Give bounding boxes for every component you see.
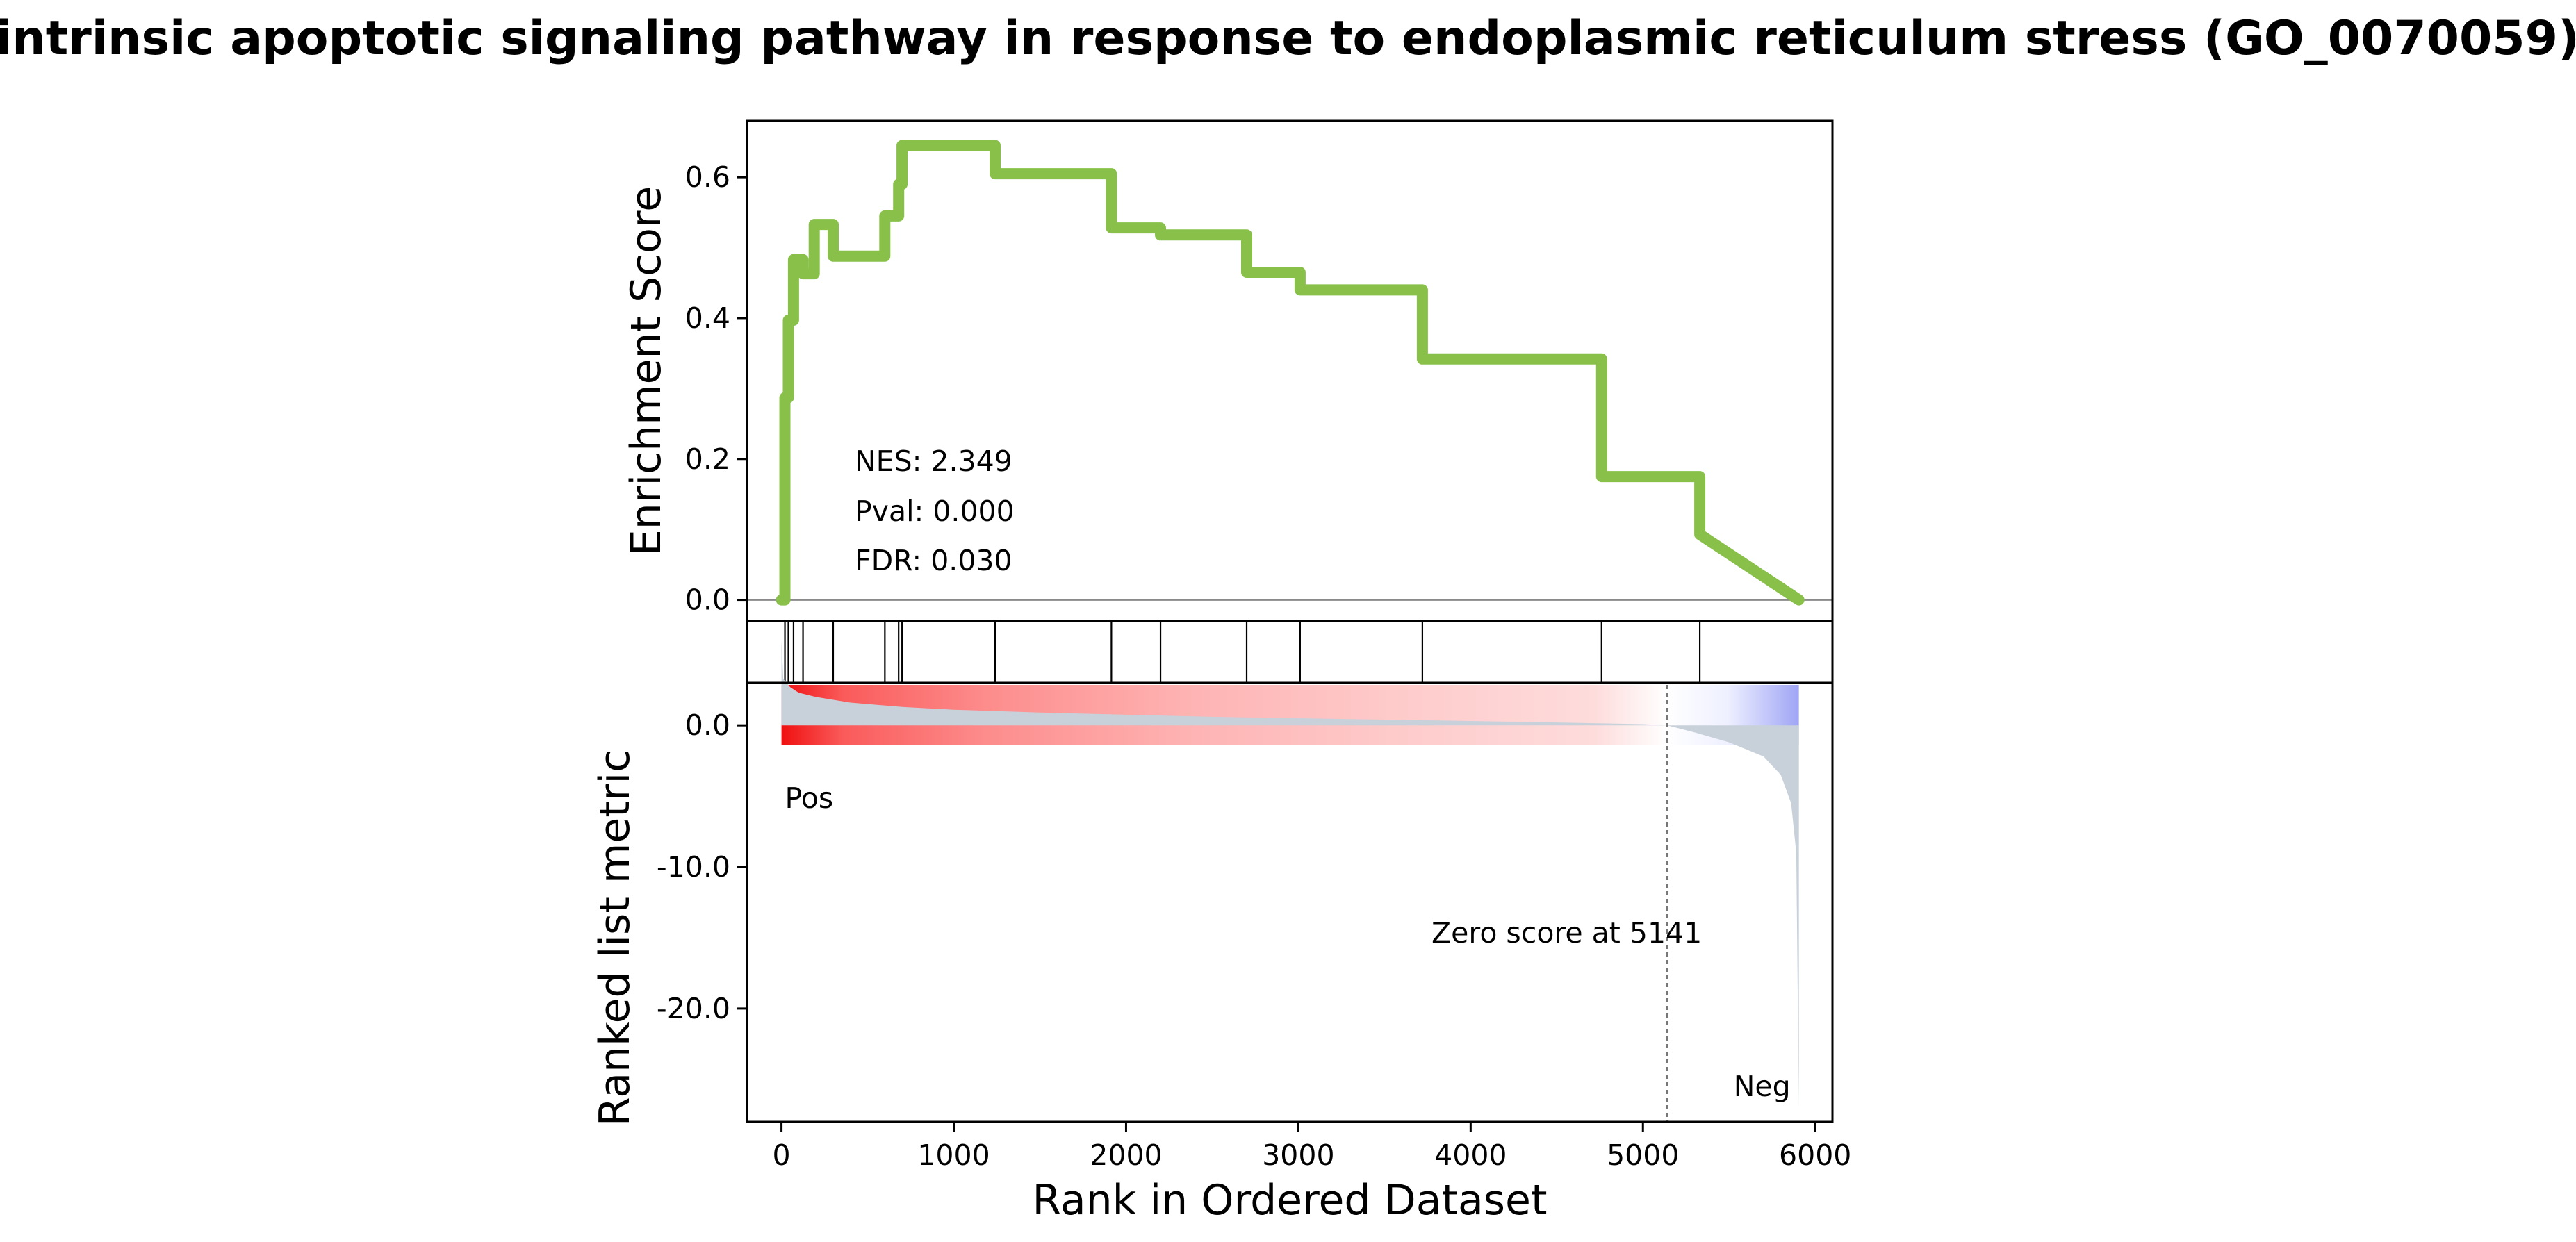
ranked-y-tick-label: 0.0 bbox=[685, 709, 730, 742]
x-tick-label: 4000 bbox=[1434, 1138, 1507, 1172]
enrichment-panel: 0.0 0.2 0.4 0.6 Enrichment Score NES: 2.349… bbox=[622, 119, 1834, 622]
ranked-panel-frame bbox=[746, 681, 1834, 1123]
x-tick-label: 2000 bbox=[1090, 1138, 1162, 1172]
nes-annotation: NES: 2.349 bbox=[855, 445, 1012, 478]
pos-label: Pos bbox=[785, 781, 834, 815]
x-tick-label: 5000 bbox=[1607, 1138, 1679, 1172]
ranked-metric-panel: 0.0 -10.0 -20.0 Ranked list metric Pos Neg… bbox=[591, 640, 1834, 1126]
x-axis-label: Rank in Ordered Dataset bbox=[1033, 1176, 1548, 1225]
hits-panel-frame bbox=[746, 620, 1834, 684]
enrichment-score-line bbox=[776, 140, 1805, 606]
hits-panel bbox=[746, 620, 1834, 684]
x-axis-ticks: 0 1000 2000 3000 4000 5000 6000 bbox=[773, 1122, 1851, 1172]
x-tick-label: 3000 bbox=[1262, 1138, 1334, 1172]
x-tick-label: 1000 bbox=[917, 1138, 990, 1172]
enrichment-y-tick-label: 0.2 bbox=[685, 442, 730, 476]
zero-score-label: Zero score at 5141 bbox=[1431, 916, 1702, 950]
x-tick-label: 0 bbox=[773, 1138, 791, 1172]
neg-label: Neg bbox=[1734, 1070, 1791, 1103]
enrichment-y-axis-label: Enrichment Score bbox=[622, 186, 671, 556]
enrichment-y-tick-label: 0.0 bbox=[685, 583, 730, 617]
fdr-annotation: FDR: 0.030 bbox=[855, 544, 1012, 577]
ranked-y-tick-label: -20.0 bbox=[657, 992, 730, 1025]
enrichment-y-tick-label: 0.6 bbox=[685, 160, 730, 194]
pval-annotation: Pval: 0.000 bbox=[855, 495, 1015, 528]
ranked-y-axis-label: Ranked list metric bbox=[591, 750, 639, 1126]
chart-title: intrinsic apoptotic signaling pathway in… bbox=[0, 11, 2576, 66]
ranked-y-tick-label: -10.0 bbox=[657, 850, 730, 884]
enrichment-y-tick-label: 0.4 bbox=[685, 301, 730, 335]
x-tick-label: 6000 bbox=[1779, 1138, 1851, 1172]
